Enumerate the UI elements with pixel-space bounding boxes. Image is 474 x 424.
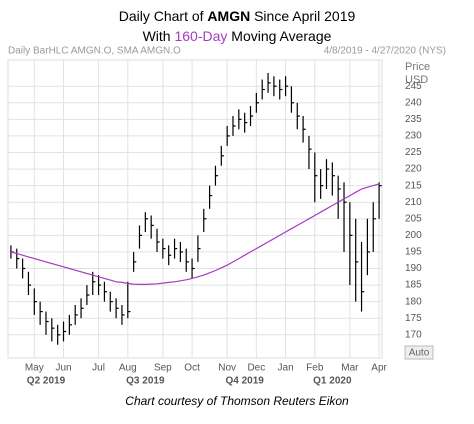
x-tick-label: Apr [371,363,387,374]
y-tick-label: 235 [405,114,422,125]
plot-frame [7,59,383,359]
subtitle-highlight: 160-Day [174,28,227,44]
x-tick-label: Jul [92,363,105,374]
title-part: Daily Chart of [119,8,208,24]
quarter-label: Q3 2019 [126,376,165,387]
y-tick-label: 215 [405,180,422,191]
y-tick-label: 245 [405,81,422,92]
y-tick-label: 195 [405,247,422,258]
chart-title: Daily Chart of AMGN Since April 2019 [119,8,356,24]
caption: Chart courtesy of Thomson Reuters Eikon [125,394,349,408]
y-tick-label: 200 [405,230,422,241]
title-ticker: AMGN [207,8,250,24]
x-tick-label: Aug [119,363,137,374]
subtitle-part: With [143,28,175,44]
auto-button[interactable] [404,345,434,360]
x-tick-label: Oct [184,363,200,374]
y-tick-label: 210 [405,197,422,208]
x-tick-label: Sep [154,363,172,374]
sma-line [10,183,380,285]
y-tick-label: 205 [405,213,422,224]
y-tick-label: 225 [405,147,422,158]
x-tick-label: Dec [247,363,265,374]
y-tick-label: 185 [405,280,422,291]
x-tick-label: Feb [306,363,324,374]
y-tick-label: 220 [405,164,422,175]
y-axis-unit: USD [405,74,428,86]
x-tick-label: Mar [341,363,359,374]
title-part: Since April 2019 [250,8,355,24]
x-tick-label: Jun [55,363,71,374]
y-axis-label: Price [405,61,430,73]
y-tick-label: 170 [405,329,422,340]
y-tick-label: 175 [405,313,422,324]
y-tick-label: 180 [405,296,422,307]
auto-label[interactable]: Auto [409,348,430,359]
header-right: 4/8/2019 - 4/27/2020 (NYS) [324,46,446,57]
header-left: Daily BarHLC AMGN.O, SMA AMGN.O [8,46,181,57]
quarter-label: Q4 2019 [225,376,264,387]
x-tick-label: Nov [218,363,236,374]
y-tick-label: 190 [405,263,422,274]
x-tick-label: Jan [278,363,294,374]
y-tick-label: 230 [405,131,422,142]
x-tick-label: May [25,363,44,374]
y-tick-label: 240 [405,97,422,108]
chart-subtitle: With 160-Day Moving Average [143,28,332,44]
quarter-label: Q1 2020 [313,376,352,387]
subtitle-part: Moving Average [227,28,331,44]
quarter-label: Q2 2019 [27,376,66,387]
